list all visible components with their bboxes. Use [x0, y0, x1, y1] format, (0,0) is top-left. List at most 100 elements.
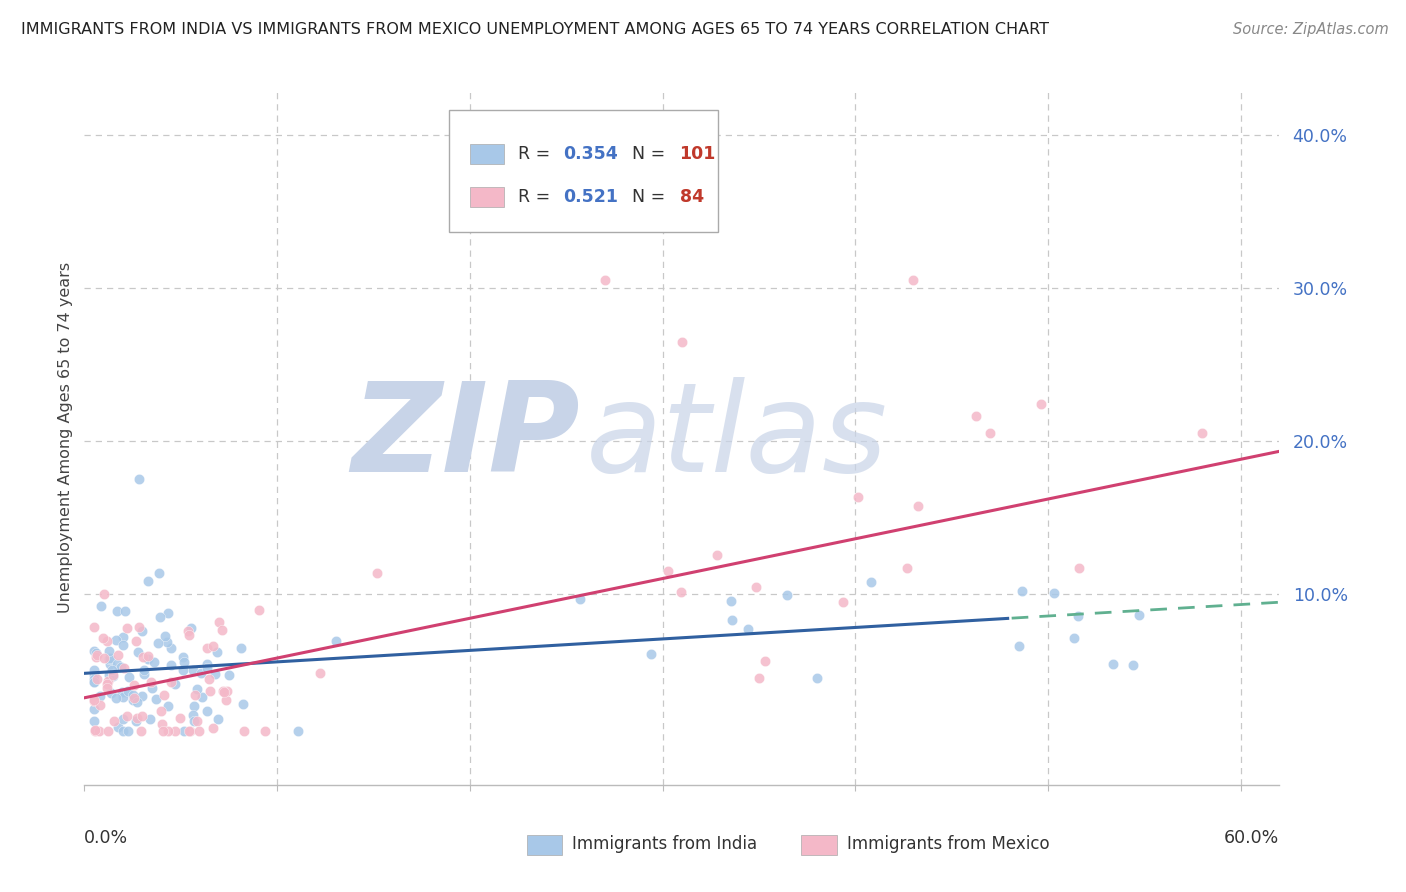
Point — [748, 671, 770, 685]
Point — [131, 624, 153, 638]
Point — [141, 681, 163, 696]
Point — [183, 663, 205, 677]
Point — [186, 681, 208, 696]
Point — [101, 664, 124, 678]
FancyBboxPatch shape — [527, 835, 562, 855]
Point — [186, 714, 208, 729]
Point — [1008, 639, 1031, 653]
Point — [127, 645, 149, 659]
Point — [214, 692, 236, 706]
Point — [125, 695, 148, 709]
Point — [127, 711, 149, 725]
Text: IMMIGRANTS FROM INDIA VS IMMIGRANTS FROM MEXICO UNEMPLOYMENT AMONG AGES 65 TO 74: IMMIGRANTS FROM INDIA VS IMMIGRANTS FROM… — [21, 22, 1049, 37]
Point — [112, 630, 135, 644]
Point — [907, 500, 929, 514]
Point — [83, 674, 105, 689]
Point — [205, 645, 228, 659]
Point — [84, 724, 107, 739]
Point — [846, 490, 869, 504]
Point — [197, 660, 219, 674]
Point — [115, 621, 138, 635]
Point — [287, 724, 309, 739]
Point — [247, 603, 270, 617]
Point — [831, 595, 853, 609]
Point — [83, 644, 105, 658]
Point — [180, 621, 202, 635]
Point — [145, 691, 167, 706]
Point — [149, 610, 172, 624]
Point — [111, 690, 134, 704]
Point — [177, 628, 200, 642]
Point — [775, 588, 797, 602]
Point — [159, 641, 181, 656]
Point — [96, 681, 118, 696]
Point — [131, 709, 153, 723]
Text: ZIP: ZIP — [352, 376, 581, 498]
Point — [98, 667, 121, 681]
Point — [103, 714, 125, 728]
Point — [859, 575, 882, 590]
Point — [87, 724, 110, 739]
Point — [1063, 631, 1085, 645]
Point — [195, 705, 218, 719]
Point — [177, 624, 200, 638]
Point — [83, 694, 105, 708]
Point — [211, 684, 233, 698]
Point — [83, 672, 105, 686]
Point — [114, 684, 136, 698]
Text: N =: N = — [621, 145, 671, 163]
Point — [325, 633, 347, 648]
Point — [93, 587, 115, 601]
Point — [105, 657, 128, 671]
Point — [181, 708, 204, 723]
Point — [593, 273, 616, 287]
Point — [93, 651, 115, 665]
Point — [139, 675, 162, 690]
Point — [132, 667, 155, 681]
Point — [191, 690, 214, 704]
Point — [83, 693, 105, 707]
Text: atlas: atlas — [586, 376, 889, 498]
Point — [204, 666, 226, 681]
Point — [125, 714, 148, 729]
Point — [139, 712, 162, 726]
Point — [128, 620, 150, 634]
Point — [183, 698, 205, 713]
Point — [568, 591, 591, 606]
Point — [89, 689, 111, 703]
Point — [136, 648, 159, 663]
Point — [117, 724, 139, 739]
Point — [107, 720, 129, 734]
Point — [657, 564, 679, 578]
Text: R =: R = — [519, 188, 555, 206]
Point — [83, 663, 105, 677]
Point — [148, 566, 170, 580]
Point — [152, 688, 174, 702]
Point — [105, 633, 128, 648]
Point — [153, 629, 176, 643]
Point — [112, 661, 135, 675]
Point — [640, 647, 662, 661]
Point — [83, 675, 105, 690]
Point — [169, 711, 191, 725]
Point — [172, 663, 194, 677]
Point — [159, 675, 181, 690]
Point — [1067, 561, 1090, 575]
Point — [208, 615, 231, 629]
Text: Immigrants from India: Immigrants from India — [572, 835, 756, 853]
Point — [806, 671, 828, 685]
Point — [1067, 609, 1090, 624]
Point — [1122, 658, 1144, 673]
Point — [84, 723, 107, 737]
Point — [105, 604, 128, 618]
Point — [190, 666, 212, 681]
Text: 0.354: 0.354 — [564, 145, 619, 163]
Point — [366, 566, 388, 580]
Point — [1043, 585, 1066, 599]
Point — [97, 673, 120, 688]
Point — [114, 604, 136, 618]
Point — [218, 668, 240, 682]
Point — [165, 677, 187, 691]
Point — [128, 472, 150, 486]
Text: Source: ZipAtlas.com: Source: ZipAtlas.com — [1233, 22, 1389, 37]
